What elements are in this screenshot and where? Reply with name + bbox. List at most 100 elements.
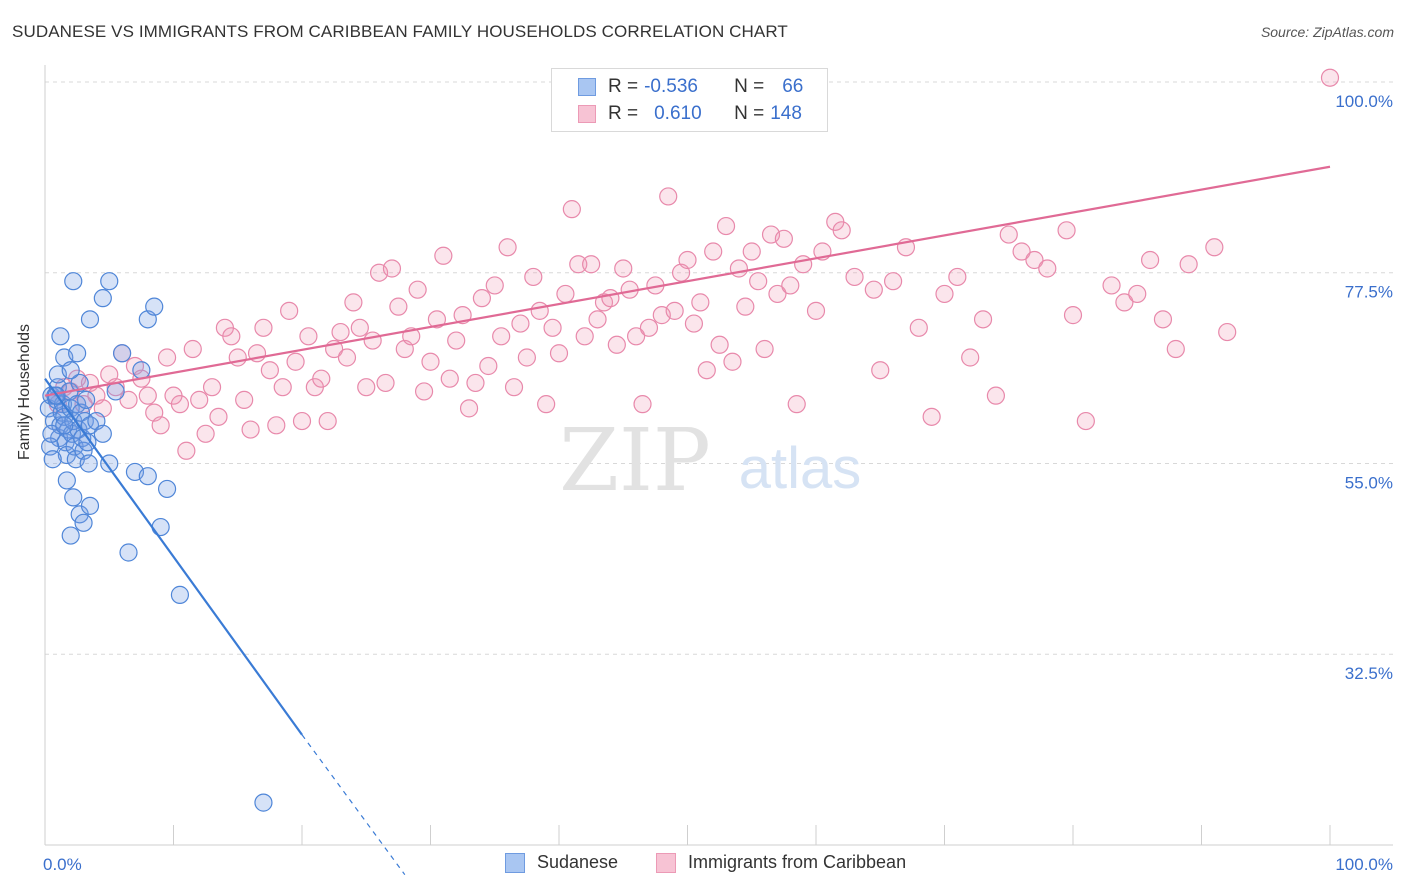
point-sudanese [68,395,87,414]
point-sudanese [100,454,119,473]
point-caribbean [524,267,543,287]
point-sudanese [145,297,164,316]
point-caribbean [260,361,279,380]
point-caribbean [710,335,729,354]
point-caribbean [1153,310,1173,329]
point-caribbean [1076,411,1095,431]
point-sudanese [77,390,96,409]
point-caribbean [562,200,581,219]
point-caribbean [440,369,459,388]
point-caribbean [292,411,312,431]
point-caribbean [331,322,350,342]
point-caribbean [684,314,704,333]
point-caribbean [543,318,562,337]
point-sudanese [61,526,80,545]
point-caribbean [549,344,569,363]
point-caribbean [447,331,466,350]
axes [44,65,1393,846]
point-caribbean [697,361,716,380]
point-caribbean [986,386,1006,405]
point-caribbean [1320,68,1340,87]
y-axis-label: Family Households [16,323,33,460]
point-caribbean [1128,284,1147,304]
legend-r-label: R = [608,103,639,124]
x-tick-label: 100.0% [1335,855,1393,874]
legend-r-label: R = [608,76,639,97]
watermark-zip: ZIP [559,411,711,511]
point-caribbean [389,297,408,316]
point-caribbean [344,293,363,312]
bottom-legend-label: Sudanese [537,852,619,872]
point-sudanese [55,416,74,435]
point-caribbean [1115,293,1134,312]
stats-legend: R = -0.536 N = 66 R = 0.610 N = 148 [551,68,828,132]
point-caribbean [569,255,588,274]
point-caribbean [376,373,395,393]
bottom-legend-sudanese: Sudanese [505,852,618,873]
point-caribbean [511,314,530,333]
bottom-swatch-pink [656,852,676,873]
point-caribbean [659,187,678,206]
point-caribbean [639,318,659,337]
point-caribbean [492,327,511,346]
point-caribbean [588,310,607,329]
point-caribbean [1140,250,1160,270]
point-caribbean [196,424,215,443]
point-caribbean [729,259,749,278]
legend-row-caribbean: R = 0.610 N = 148 [578,102,802,126]
point-sudanese [43,450,62,469]
point-sudanese [79,454,98,473]
point-caribbean [241,420,260,439]
legend-n-label: N = [734,103,765,124]
point-caribbean [1102,276,1121,295]
point-sudanese [132,361,151,380]
point-caribbean [267,416,286,435]
point-sudanese [106,382,125,401]
point-caribbean [883,272,903,291]
point-caribbean [157,348,177,367]
trend-line-caribbean [44,165,1331,397]
legend-swatch-blue [578,78,596,96]
y-tick-label: 100.0% [1335,92,1393,111]
point-caribbean [774,229,793,248]
point-sudanese [151,517,170,537]
legend-row-sudanese: R = -0.536 N = 66 [578,75,803,99]
point-caribbean [151,416,170,435]
point-sudanese [70,373,89,393]
point-caribbean [575,327,594,346]
point-caribbean [421,352,440,371]
y-tick-label: 77.5% [1345,283,1393,302]
point-caribbean [1012,242,1031,261]
point-caribbean [556,284,575,304]
point-caribbean [614,259,633,278]
point-caribbean [209,407,228,426]
point-sudanese [254,793,273,812]
point-sudanese [138,467,157,486]
tick-labels: 32.5% 55.0% 77.5% 100.0% 0.0% 100.0% [43,92,1393,874]
point-caribbean [755,339,774,359]
point-caribbean [691,293,710,312]
watermark-atlas: atlas [739,436,862,501]
point-caribbean [312,369,331,388]
point-caribbean [607,335,626,354]
point-caribbean [1166,339,1185,359]
point-caribbean [170,395,190,414]
point-caribbean [736,297,755,316]
point-caribbean [459,399,479,418]
point-sudanese [80,310,100,329]
point-caribbean [832,221,851,240]
bottom-legend-label: Immigrants from Caribbean [688,852,907,872]
point-caribbean [363,331,382,350]
point-caribbean [948,267,967,287]
point-sudanese [64,488,83,507]
point-sudanese [93,289,112,308]
watermark: ZIP atlas [559,411,861,511]
point-caribbean [222,327,241,346]
point-caribbean [716,216,736,236]
point-caribbean [485,276,504,295]
point-caribbean [961,348,980,367]
point-sudanese [80,496,100,515]
point-caribbean [1038,259,1057,278]
y-tick-label: 32.5% [1345,664,1393,683]
point-caribbean [177,441,196,460]
